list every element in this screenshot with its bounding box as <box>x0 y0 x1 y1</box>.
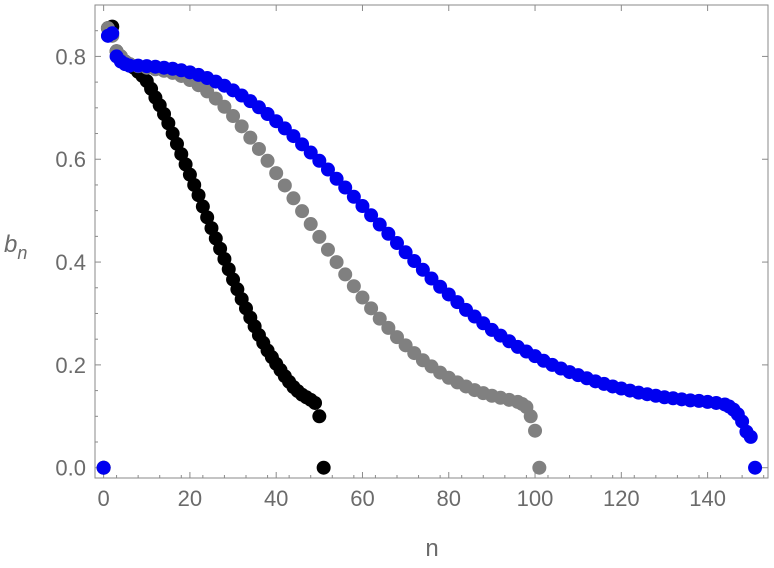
data-point <box>320 162 335 177</box>
data-point <box>372 311 387 326</box>
data-point <box>743 429 758 444</box>
x-tick-label: 140 <box>689 486 726 511</box>
x-tick-label: 80 <box>437 486 461 511</box>
data-point <box>200 210 215 225</box>
data-point <box>308 395 323 410</box>
y-axis-label: bn <box>4 231 27 263</box>
data-point <box>277 178 292 193</box>
data-point <box>338 267 353 282</box>
data-point <box>320 242 335 257</box>
y-tick-label: 0.2 <box>55 353 86 378</box>
data-point <box>748 460 763 475</box>
data-point <box>532 460 547 475</box>
plot-frame <box>94 4 769 479</box>
data-point <box>295 204 310 219</box>
data-point <box>329 171 344 186</box>
data-point <box>312 229 327 244</box>
data-point <box>312 409 327 424</box>
x-tick-label: 20 <box>178 486 202 511</box>
x-axis-label: n <box>425 535 438 562</box>
data-point <box>398 245 413 260</box>
series-1 <box>96 21 547 475</box>
data-point <box>303 217 318 232</box>
axis-ticks <box>95 5 768 478</box>
data-point <box>105 26 120 41</box>
data-point <box>355 290 370 305</box>
data-point <box>286 191 301 206</box>
data-point <box>96 460 111 475</box>
data-point <box>346 279 361 294</box>
axis-tick-labels: 0 20 40 60 80 100 120 140 0.0 0.2 0.4 0.6 0.8 <box>55 44 726 511</box>
data-point <box>372 217 387 232</box>
data-point <box>251 141 266 156</box>
x-tick-label: 0 <box>98 486 110 511</box>
data-point <box>346 189 361 204</box>
data-point <box>329 255 344 270</box>
data-points <box>96 19 763 475</box>
x-tick-label: 40 <box>264 486 288 511</box>
y-axis-label-main: b <box>4 231 17 258</box>
data-point <box>312 153 327 168</box>
data-point <box>260 153 275 168</box>
data-point <box>243 130 258 145</box>
data-point <box>407 254 422 269</box>
data-point <box>415 262 430 277</box>
data-point <box>381 226 396 241</box>
y-tick-label: 0.0 <box>55 456 86 481</box>
data-point <box>191 188 206 203</box>
data-point <box>389 236 404 251</box>
data-point <box>364 301 379 316</box>
data-point <box>338 180 353 195</box>
data-point <box>269 166 284 181</box>
data-point <box>316 460 331 475</box>
x-tick-label: 120 <box>603 486 640 511</box>
data-point <box>355 199 370 214</box>
y-tick-label: 0.6 <box>55 147 86 172</box>
data-point <box>364 208 379 223</box>
data-point <box>234 119 249 134</box>
y-tick-label: 0.8 <box>55 44 86 69</box>
data-point <box>195 199 210 214</box>
x-tick-label: 100 <box>517 486 554 511</box>
data-point <box>226 109 241 124</box>
plot-border <box>94 4 769 479</box>
data-point <box>523 409 538 424</box>
data-point <box>217 99 232 114</box>
y-tick-label: 0.4 <box>55 250 86 275</box>
y-axis-label-subscript: n <box>17 243 27 263</box>
data-point <box>381 320 396 335</box>
data-point <box>528 423 543 438</box>
series-2 <box>96 26 763 475</box>
x-tick-label: 60 <box>350 486 374 511</box>
